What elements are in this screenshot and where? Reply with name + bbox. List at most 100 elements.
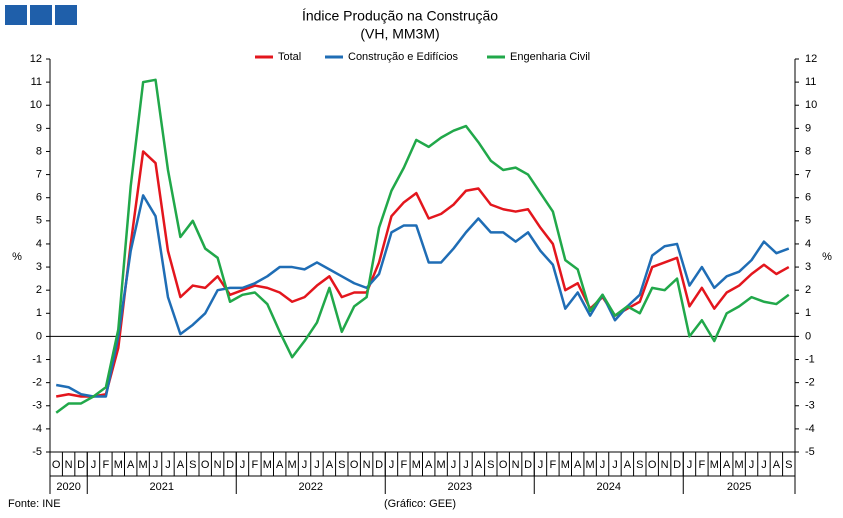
year-label: 2022 [299,481,323,493]
x-tick-label: F [103,459,110,471]
y-tick-label: 2 [36,284,42,296]
x-tick-label: M [114,459,123,471]
logo-block [30,5,52,25]
x-tick-label: F [699,459,706,471]
y-tick-label: 8 [36,145,42,157]
y2-tick-label: -4 [805,423,815,435]
y2-tick-label: 0 [805,330,811,342]
y2-tick-label: 8 [805,145,811,157]
x-tick-label: N [65,459,73,471]
x-tick-label: J [538,459,544,471]
x-tick-label: O [648,459,657,471]
x-tick-label: J [165,459,171,471]
y2-tick-label: -1 [805,353,815,365]
y2-tick-label: 11 [805,76,816,88]
x-tick-label: A [127,459,135,471]
y2-tick-label: 4 [805,238,811,250]
x-tick-label: S [338,459,345,471]
x-tick-label: N [512,459,520,471]
x-tick-label: S [487,459,494,471]
x-tick-label: A [574,459,582,471]
x-tick-label: J [302,459,308,471]
x-tick-label: A [624,459,632,471]
chart-title: Índice Produção na Construção [302,8,498,24]
series-line [55,150,790,398]
x-tick-label: D [673,459,681,471]
x-tick-label: J [463,459,469,471]
x-tick-label: A [177,459,185,471]
y-tick-label: 9 [36,122,42,134]
x-tick-label: J [240,459,246,471]
y2-tick-label: -3 [805,400,815,412]
x-tick-label: N [363,459,371,471]
x-tick-label: M [437,459,446,471]
legend-label: Total [278,51,301,63]
x-tick-label: J [314,459,320,471]
y-tick-label: -3 [32,400,42,412]
year-label: 2024 [597,481,621,493]
x-tick-label: F [401,459,408,471]
y2-tick-label: 5 [805,215,811,227]
x-tick-label: F [252,459,259,471]
credit: (Gráfico: GEE) [384,498,456,510]
x-tick-label: J [749,459,755,471]
y2-axis-label: % [822,251,832,263]
source: Fonte: INE [8,498,61,510]
x-tick-label: A [723,459,731,471]
year-label: 2020 [56,481,80,493]
x-tick-label: S [785,459,792,471]
y2-tick-label: 3 [805,261,811,273]
x-tick-label: J [761,459,767,471]
x-tick-label: M [710,459,719,471]
x-tick-label: M [561,459,570,471]
x-tick-label: S [636,459,643,471]
y2-tick-label: 1 [805,307,811,319]
y-tick-label: 7 [36,168,42,180]
y-axis-label: % [12,251,22,263]
x-tick-label: S [189,459,196,471]
y2-tick-label: 9 [805,122,811,134]
x-tick-label: A [276,459,284,471]
y2-tick-label: 12 [805,53,817,65]
y-tick-label: -2 [32,377,42,389]
series-line [55,78,790,414]
x-tick-label: M [288,459,297,471]
x-tick-label: F [550,459,557,471]
y-tick-label: 10 [30,99,42,111]
year-label: 2023 [448,481,472,493]
x-tick-label: D [524,459,532,471]
x-tick-label: J [612,459,618,471]
y-tick-label: -1 [32,353,42,365]
x-tick-label: O [499,459,508,471]
x-tick-label: J [600,459,606,471]
x-tick-label: M [735,459,744,471]
x-tick-label: O [201,459,210,471]
x-tick-label: D [375,459,383,471]
x-tick-label: J [687,459,693,471]
x-tick-label: O [52,459,61,471]
y2-tick-label: -5 [805,446,815,458]
x-tick-label: M [139,459,148,471]
logo-block [5,5,27,25]
chart-subtitle: (VH, MM3M) [360,26,439,42]
y-tick-label: -5 [32,446,42,458]
y-tick-label: 6 [36,192,42,204]
y-tick-label: 12 [30,53,42,65]
y-tick-label: 4 [36,238,42,250]
y-tick-label: 11 [31,76,42,88]
year-label: 2021 [150,481,174,493]
y2-tick-label: -2 [805,377,815,389]
y2-tick-label: 6 [805,192,811,204]
legend-label: Construção e Edifícios [348,51,459,63]
x-tick-label: O [350,459,359,471]
x-tick-label: D [77,459,85,471]
x-tick-label: J [389,459,395,471]
y2-tick-label: 7 [805,168,811,180]
y-tick-label: 0 [36,330,42,342]
x-tick-label: N [661,459,669,471]
year-label: 2025 [727,481,751,493]
x-tick-label: J [153,459,159,471]
x-tick-label: M [263,459,272,471]
y-tick-label: 1 [36,307,42,319]
